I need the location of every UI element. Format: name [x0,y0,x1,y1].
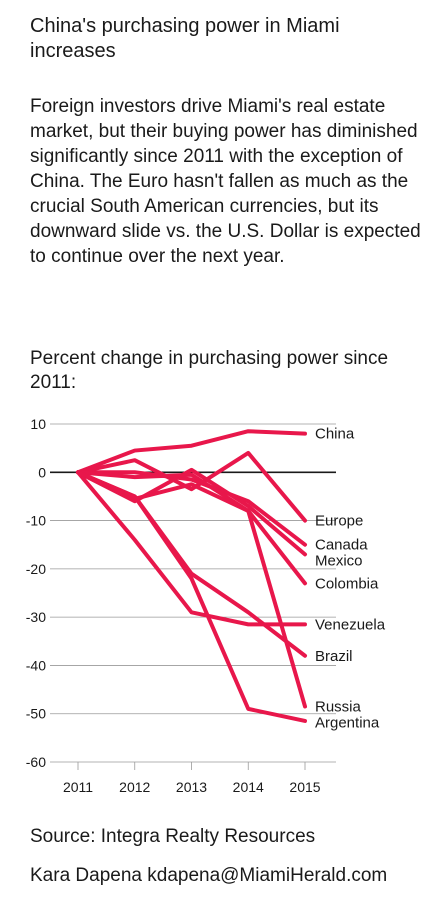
series-line-brazil [76,470,307,658]
x-tick-label: 2014 [233,779,264,795]
chart-title: Percent change in purchasing power since… [30,348,389,393]
series-label-china: China [315,426,355,443]
description-text: Foreign investors drive Miami's real est… [30,96,421,267]
y-tick-label: -60 [26,754,46,770]
series-line-argentina [76,470,307,723]
y-tick-label: -20 [26,561,46,577]
x-tick-label: 2015 [289,779,320,795]
series-label-russia: Russia [315,698,362,715]
y-tick-label: -10 [26,513,46,529]
series-line-venezuela [76,470,307,627]
y-tick-label: -40 [26,657,46,673]
series-label-europe: Europe [315,513,363,530]
x-tick-label: 2011 [63,779,93,795]
x-tick-label: 2012 [119,779,150,795]
source-note: Source: Integra Realty Resources [30,826,316,847]
y-tick-label: 0 [38,464,46,480]
series-label-brazil: Brazil [315,648,353,665]
y-tick-label: -50 [26,706,46,722]
headline: China's purchasing power in Miami increa… [30,15,340,62]
y-tick-label: -30 [26,609,46,625]
line-chart: 10 0 -10 -20 -30 -40 -50 -60 2011 2012 2013 2014 201… [26,416,386,795]
author-credit: Kara Dapena kdapena@MiamiHerald.com [30,865,388,886]
series-label-colombia: Colombia [315,575,379,592]
series-lines [76,429,307,723]
series-label-argentina: Argentina [315,714,380,731]
series-line-china [76,429,307,475]
series-label-mexico: Mexico [315,553,363,570]
x-tick-label: 2013 [176,779,207,795]
series-line-europe [76,450,307,523]
y-tick-label: 10 [30,416,46,432]
series-line-canada [76,470,307,547]
series-label-canada: Canada [315,537,368,554]
series-label-venezuela: Venezuela [315,616,386,633]
series-line-russia [76,470,307,709]
axis-labels: 10 0 -10 -20 -30 -40 -50 -60 2011 2012 2013 2014 201… [26,416,321,795]
